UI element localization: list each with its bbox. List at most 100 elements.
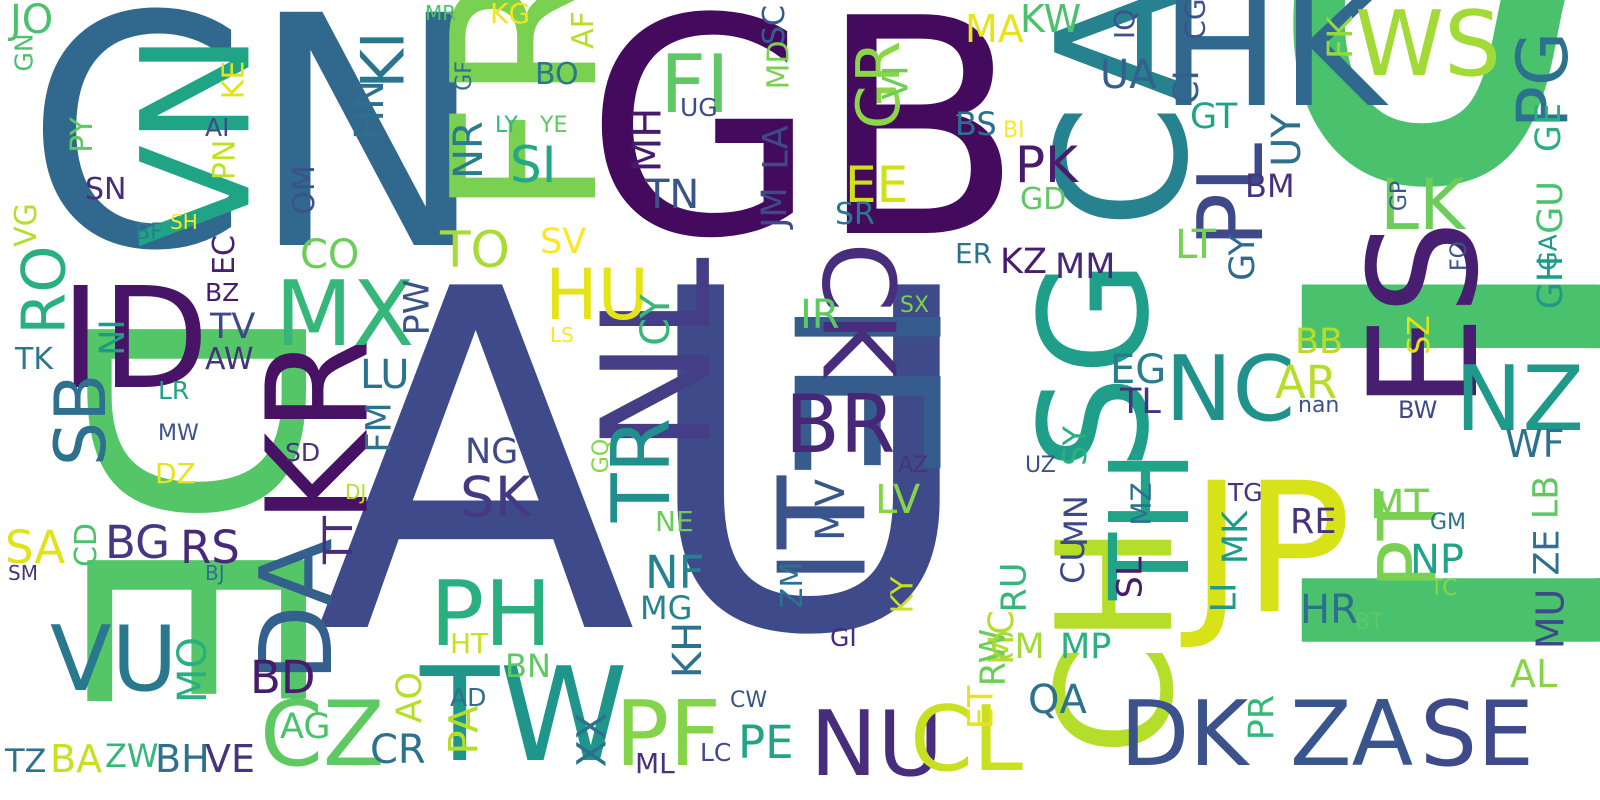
word-ar: AR (1275, 356, 1338, 409)
word-mr: MR (425, 1, 457, 25)
word-tc: TC (1430, 576, 1458, 601)
word-ve: VE (205, 737, 256, 781)
word-sl: SL (1110, 556, 1151, 599)
word-tv: TV (210, 307, 256, 347)
word-gt: GT (1190, 97, 1238, 137)
word-to: TO (440, 221, 510, 279)
word-cd: CD (69, 522, 105, 568)
word-rs: RS (180, 521, 240, 574)
word-mp: MP (1060, 627, 1112, 667)
word-er: ER (955, 237, 993, 270)
word-sv: SV (540, 222, 587, 262)
word-bg: BG (105, 516, 170, 569)
word-co: CO (300, 232, 360, 278)
word-lr: LR (158, 376, 190, 405)
word-tz: TZ (5, 742, 47, 780)
word-lv: LV (875, 477, 921, 523)
word-bn: BN (505, 647, 551, 685)
word-tk: TK (15, 342, 53, 377)
word-gy: GY (1222, 234, 1263, 281)
word-bt: BT (1355, 610, 1384, 635)
word-gh: GH (1531, 255, 1572, 310)
word-bb: BB (1295, 322, 1344, 362)
word-gu: GU (1530, 181, 1571, 234)
word-gp: GP (1387, 180, 1413, 212)
word-pe: PE (738, 716, 794, 769)
word-lc: LC (700, 738, 732, 767)
word-ee: EE (845, 156, 909, 214)
word-sd: SD (285, 438, 321, 467)
word-ma: MA (965, 7, 1024, 51)
word-ly: LY (495, 113, 518, 138)
word-cr: CR (370, 727, 426, 773)
word-ph: PH (430, 562, 552, 667)
word-vu: VU (50, 607, 178, 712)
word-bi: BI (1003, 118, 1025, 143)
word-om: OM (286, 165, 322, 215)
word-sa: SA (5, 521, 66, 574)
word-mt: MT (1370, 482, 1429, 528)
word-pa: PA (441, 705, 488, 755)
word-al: AL (1510, 652, 1558, 696)
word-mv: MV (807, 479, 854, 541)
word-nr: NR (445, 121, 492, 179)
word-zw: ZW (105, 737, 159, 775)
word-fi: FI (660, 38, 730, 131)
word-nu: NU (810, 692, 944, 797)
word-ze: ZE (1527, 529, 1568, 576)
word-lu: LU (360, 352, 410, 398)
word-vg: VG (8, 203, 44, 247)
word-eg: EG (1110, 347, 1167, 393)
word-uz: UZ (1025, 453, 1056, 478)
word-mu: MU (1528, 588, 1573, 650)
word-jm: JM (754, 187, 795, 228)
word-gn: GN (9, 33, 39, 72)
word-si: SI (510, 136, 557, 194)
word-ws: WS (1355, 0, 1502, 97)
word-li: LI (1204, 582, 1245, 613)
word-cn: CN (25, 0, 488, 321)
word-vi: VI (876, 65, 917, 100)
word-pn: PN (207, 139, 243, 181)
word-ro: RO (9, 245, 80, 335)
word-ml: ML (635, 747, 675, 780)
word-ki: KI (348, 31, 419, 89)
word-mm: MM (1055, 247, 1116, 287)
word-gd: GD (1020, 182, 1067, 217)
word-ky: KY (885, 576, 921, 614)
word-mz: MZ (1124, 482, 1158, 526)
word-fm: FM (359, 402, 400, 453)
word-ba: BA (50, 737, 103, 781)
word-kz: KZ (1000, 242, 1047, 282)
word-sh: SH (170, 210, 198, 234)
word-ai: AI (205, 113, 230, 142)
word-bo: BO (535, 57, 579, 92)
word-py: PY (64, 117, 100, 153)
word-mg: MG (640, 589, 693, 627)
word-mh: MH (624, 107, 671, 173)
word-la: LA (756, 125, 797, 170)
word-aw: AW (205, 342, 254, 377)
word-mo: MO (170, 637, 216, 703)
word-sm: SM (8, 561, 38, 585)
word-gb: GB (585, 0, 1024, 304)
word-ug: UG (680, 93, 718, 122)
word-et: ET (961, 685, 1002, 730)
word-br: BR (785, 378, 896, 471)
word-jo: JO (10, 0, 54, 43)
word-zm: ZM (775, 561, 811, 609)
word-hn: HN (347, 80, 393, 140)
word-za: ZA (1290, 682, 1414, 787)
word-lk: LK (1380, 164, 1465, 246)
word-mw: MW (158, 421, 199, 446)
word-mk: MK (1216, 510, 1257, 565)
word-kw: KW (1020, 0, 1082, 41)
word-sr: SR (835, 197, 875, 232)
word-sx: SX (900, 293, 930, 318)
word-iq: IQ (1108, 8, 1142, 40)
word-dk: DK (1120, 682, 1249, 787)
word-bj: BJ (205, 561, 225, 585)
word-ir: IR (800, 292, 840, 338)
word-cy: CY (632, 294, 679, 346)
word-tt: TT (316, 515, 363, 565)
